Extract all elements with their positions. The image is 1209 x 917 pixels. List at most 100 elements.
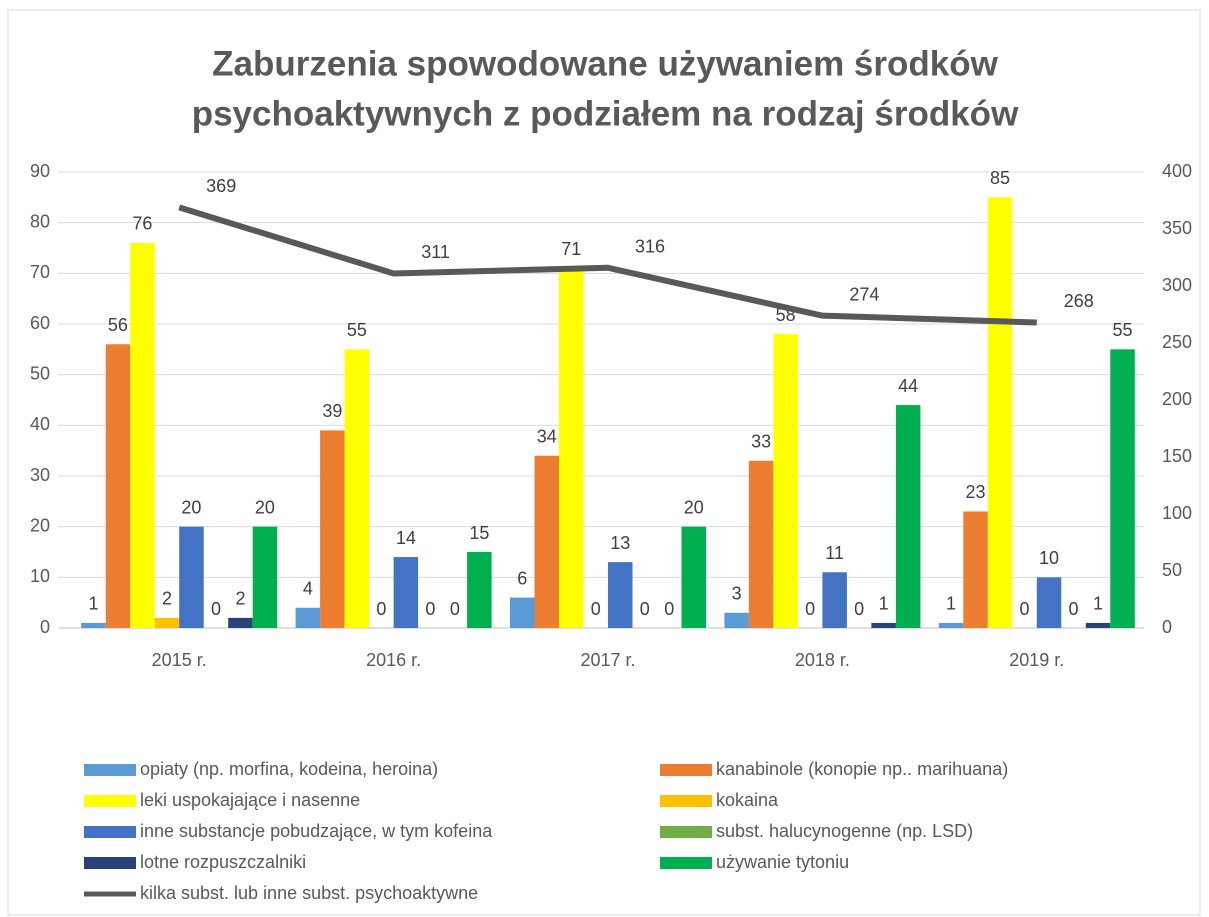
data-label: 6 [517,568,527,588]
x-tick-label: 2017 r. [580,650,635,670]
bar [608,562,633,628]
data-label: 20 [684,497,704,517]
line-label: 369 [206,176,236,196]
y2-tick-label: 300 [1162,275,1192,295]
data-label: 0 [211,599,221,619]
y2-tick-label: 0 [1162,617,1172,637]
data-label: 15 [469,523,489,543]
chart-title: Zaburzenia spowodowane używaniem środków [212,44,998,83]
data-label: 11 [825,543,844,563]
data-label: 0 [854,599,864,619]
line-label: 316 [635,237,665,257]
bar [724,612,749,628]
bar [510,597,535,628]
chart-title: psychoaktywnych z podziałem na rodzaj śr… [192,94,1019,133]
bar [252,526,278,628]
chart-frame [7,9,1201,916]
data-label: 55 [347,320,367,340]
legend-label: używanie tytoniu [716,852,849,872]
data-label: 20 [255,497,275,517]
data-label: 39 [322,401,342,421]
bar [1036,577,1062,628]
data-label: 14 [396,528,416,548]
legend-label: inne substancje pobudzające, w tym kofei… [140,821,493,841]
data-label: 4 [303,578,313,598]
y-tick-label: 60 [30,313,50,333]
data-label: 34 [537,426,557,446]
legend-swatch [660,826,712,838]
data-label: 0 [1069,599,1079,619]
bar [773,334,798,628]
x-tick-label: 2018 r. [795,650,850,670]
bar [895,405,921,628]
data-label: 1 [88,594,98,614]
y2-tick-label: 100 [1162,503,1192,523]
bar [344,349,370,628]
y2-tick-label: 150 [1162,446,1192,466]
x-tick-label: 2019 r. [1009,650,1064,670]
y-tick-label: 0 [40,617,50,637]
legend-swatch [660,764,712,776]
legend-label: subst. halucynogenne (np. LSD) [716,821,973,841]
y-tick-label: 50 [30,363,50,383]
legend-label: kokaina [716,790,779,810]
bar [1110,349,1135,628]
data-label: 0 [376,599,386,619]
data-label: 0 [640,599,650,619]
data-label: 44 [898,376,918,396]
legend-label: kanabinole (konopie np.. marihuana) [716,759,1008,779]
y-tick-label: 30 [30,465,50,485]
bar [130,242,155,628]
bar [871,622,896,628]
y-tick-label: 40 [30,414,50,434]
bar [1085,622,1111,628]
bar [987,197,1013,629]
data-label: 0 [425,599,435,619]
data-label: 55 [1113,320,1133,340]
y-tick-label: 80 [30,211,50,231]
y-tick-label: 70 [30,262,50,282]
data-label: 0 [591,599,601,619]
data-label: 2 [162,589,172,609]
bar [295,607,321,628]
legend-label: kilka subst. lub inne subst. psychoaktyw… [140,883,478,903]
y-tick-label: 20 [30,515,50,535]
bar [320,430,345,628]
legend-swatch [660,795,712,807]
legend-swatch [84,857,136,869]
bar [963,511,988,628]
x-tick-label: 2016 r. [366,650,421,670]
legend-swatch [660,857,712,869]
y-tick-label: 90 [30,161,50,181]
data-label: 2 [235,589,245,609]
bar [938,622,964,628]
legend-label: opiaty (np. morfina, kodeina, heroina) [140,759,438,779]
bar [748,460,774,628]
data-label: 56 [108,315,128,335]
legend-swatch [84,826,136,838]
y2-tick-label: 350 [1162,218,1192,238]
data-label: 0 [805,599,815,619]
bar [534,455,559,628]
bar [228,617,253,628]
data-label: 0 [1020,599,1030,619]
data-label: 13 [610,533,630,553]
bar [393,557,419,628]
line [178,204,1037,326]
line-label: 274 [849,284,879,304]
data-label: 23 [966,482,986,502]
bar [559,268,584,628]
data-label: 85 [990,168,1010,188]
bar [681,526,706,628]
y2-tick-label: 250 [1162,332,1192,352]
line-label: 311 [421,242,450,262]
data-label: 1 [1093,594,1103,614]
data-label: 10 [1039,548,1059,568]
bar [154,617,180,628]
y2-tick-label: 200 [1162,389,1192,409]
line-label: 268 [1064,291,1094,311]
bar [822,572,847,628]
data-label: 71 [561,239,581,259]
data-label: 76 [132,214,152,234]
